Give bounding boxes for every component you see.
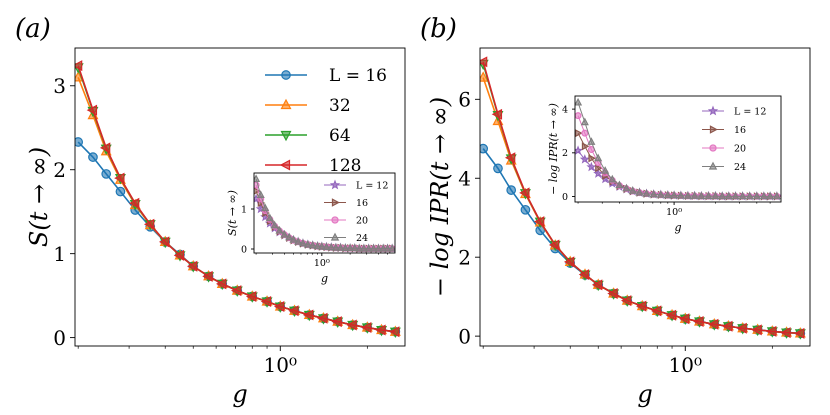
panel-a-ytick-label-0: 0	[53, 326, 66, 350]
panel-a-ylabel: S(t → ∞)	[25, 147, 53, 247]
panel-b-inset-legend-label-1: 16	[734, 125, 746, 136]
panel-b-inset-xtick-label-0: 10⁰	[666, 207, 682, 218]
panel-b-xtick-label-0: 10⁰	[669, 353, 702, 377]
panel-a-ytick-label-1: 1	[53, 242, 66, 266]
panel-b-label: (b)	[420, 14, 457, 44]
panel-b-inset-legend-label-3: 24	[734, 162, 746, 173]
panel-b-inset-legend-marker-2	[710, 145, 716, 151]
panel-a-inset-legend-label-0: L = 12	[356, 180, 388, 191]
panel-a-legend-label-1: 32	[329, 96, 351, 116]
panel-b-ylabel: − log IPR(t → ∞)	[426, 97, 454, 297]
panel-b-inset-series-2-point-1	[582, 130, 588, 136]
panel-a-inset-legend-label-1: 16	[356, 198, 368, 209]
panel-a-inset-legend-marker-2	[332, 217, 338, 223]
panel-a-inset-ytick-label-0: 0	[241, 244, 247, 255]
panel-b-ytick-label-1: 2	[458, 245, 471, 269]
panel-b-inset-legend-label-0: L = 12	[734, 106, 766, 117]
panel-b-inset-series-2-point-0	[575, 113, 581, 119]
panel-b-ytick-label-2: 4	[458, 166, 471, 190]
figure-canvas: (a)012310⁰gS(t → ∞)L = 1632641280110⁰gS(…	[0, 0, 830, 415]
panel-b-series-0-point-2	[507, 186, 516, 195]
panel-b-inset-ytick-label-2: 4	[562, 105, 568, 116]
panel-a-xlabel: g	[232, 380, 247, 408]
panel-a-series-0-point-3	[116, 187, 125, 196]
panel-b-series-0-point-3	[521, 206, 530, 215]
panel-a-label: (a)	[15, 14, 51, 44]
panel-a-inset-xtick-label-0: 10⁰	[314, 258, 330, 269]
panel-a-inset-legend-label-2: 20	[356, 215, 368, 226]
panel-a-ytick-label-3: 3	[53, 74, 66, 98]
panel-b-inset-ytick-label-1: 2	[562, 148, 568, 159]
panel-a-inset-ytick-label-1: 1	[241, 204, 247, 215]
panel-a-inset-xlabel: g	[321, 272, 328, 285]
panel-b-ytick-label-3: 6	[458, 88, 471, 112]
panel-b-series-0-point-1	[494, 164, 503, 173]
panel-a-inset-ylabel: S(t → ∞)	[226, 190, 239, 236]
panel-a-series-0-point-2	[102, 170, 111, 179]
panel-b-inset-xlabel: g	[674, 221, 681, 234]
panel-a-series-0-point-1	[89, 153, 98, 162]
panel-a-legend-label-0: L = 16	[329, 66, 387, 86]
panel-a-legend-marker-0	[282, 71, 291, 80]
panel-b-inset-ylabel: − log IPR(t → ∞)	[547, 103, 560, 195]
panel-a-ytick-label-2: 2	[53, 158, 66, 182]
panel-b-ytick-label-0: 0	[458, 324, 471, 348]
panel-a-legend-label-2: 64	[329, 126, 351, 146]
panel-b-inset-ytick-label-0: 0	[562, 192, 568, 203]
panel-b-xlabel: g	[637, 380, 652, 408]
panel-a-inset-legend-label-3: 24	[356, 233, 368, 244]
panel-a-xtick-label-0: 10⁰	[264, 353, 297, 377]
panel-b-inset-legend-label-2: 20	[734, 143, 746, 154]
